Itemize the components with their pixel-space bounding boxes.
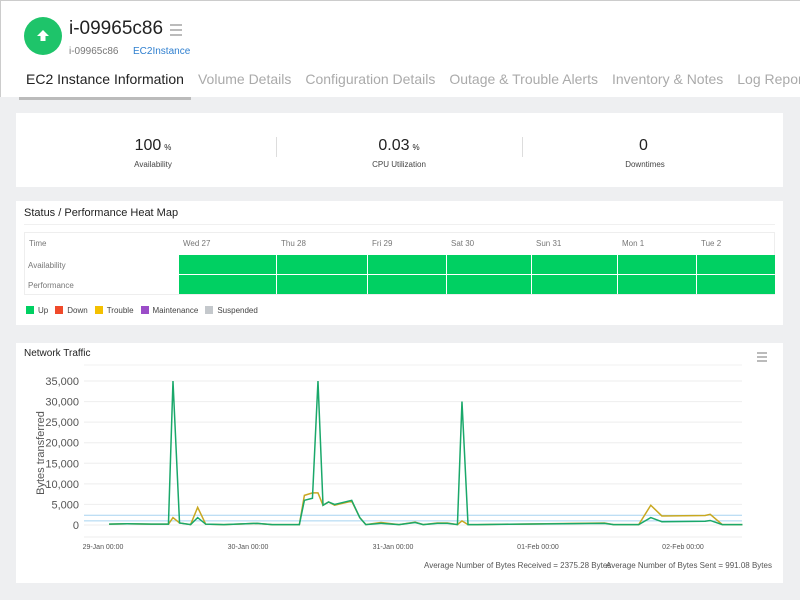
series-line [109,380,743,526]
chart-menu-icon[interactable] [757,352,767,364]
legend-item[interactable]: Down [55,306,88,315]
x-tick-label: 31-Jan 00:00 [373,544,414,551]
stat-value: 100 [134,137,162,154]
y-tick-label: 35,000 [45,376,79,388]
stat-label: CPU Utilization [372,160,426,169]
x-tick-label: 29-Jan 00:00 [83,544,124,551]
heatmap-cell[interactable] [532,255,617,274]
instance-id: i-09965c86 [69,46,119,57]
column-header: Fri 29 [372,239,393,248]
legend-label: Maintenance [152,306,199,315]
y-tick-label: 25,000 [45,417,79,429]
page-title: i-09965c86 [69,18,164,39]
heatmap-cell[interactable] [179,255,276,274]
time-header: Time [29,239,47,248]
legend-label: Down [67,306,88,315]
y-tick-label: 20,000 [45,438,79,450]
y-tick-label: 5,000 [51,499,79,511]
heatmap-grid: Time Availability Performance Wed 27 Thu … [24,232,775,295]
y-tick-label: 15,000 [45,458,79,470]
avg-sent-note: Average Number of Bytes Sent = 991.08 By… [606,561,772,570]
heatmap-cell[interactable] [697,275,775,294]
tab-configuration-details[interactable]: Configuration Details [305,71,436,87]
column-header: Wed 27 [183,239,211,248]
heatmap-cell[interactable] [532,275,617,294]
heatmap-cell[interactable] [277,255,367,274]
tab-inventory-notes[interactable]: Inventory & Notes [611,71,724,87]
stat-value: 0 [639,137,648,154]
heatmap-cell[interactable] [447,255,531,274]
heatmap-cell[interactable] [697,255,775,274]
legend-item[interactable]: Maintenance [140,306,199,315]
x-tick-label: 02-Feb 00:00 [662,544,704,551]
stat-unit: % [412,143,420,152]
chart-title: Network Traffic [24,348,91,359]
divider [276,137,277,157]
heatmap-cell[interactable] [179,275,276,294]
heatmap-legend: Up Down Trouble Maintenance Suspended [26,306,265,315]
avg-received-note: Average Number of Bytes Received = 2375.… [424,561,612,570]
tab-bar: EC2 Instance Information Volume Details … [19,71,800,100]
legend-item[interactable]: Suspended [205,306,258,315]
availability-stat: 100% Availability [53,137,253,169]
legend-label: Trouble [106,306,134,315]
legend-label: Up [38,306,49,315]
heatmap-title: Status / Performance Heat Map [24,207,179,219]
row-label-availability: Availability [28,261,66,270]
stat-value: 0.03 [378,137,410,154]
heatmap-card: Status / Performance Heat Map Time Avail… [16,201,783,325]
column-header: Tue 2 [701,239,722,248]
legend-item[interactable]: Trouble [94,306,134,315]
x-tick-label: 30-Jan 00:00 [228,544,269,551]
legend-swatch [94,306,103,314]
downtimes-stat: 0 Downtimes [545,137,745,169]
heatmap-cell[interactable] [277,275,367,294]
heatmap-cell[interactable] [447,275,531,294]
divider [24,224,775,225]
tab-volume-details[interactable]: Volume Details [197,71,292,87]
legend-swatch [55,306,64,314]
legend-swatch [140,306,149,314]
monitor-header: i-09965c86 i-09965c86 EC2Instance EC2 In… [0,0,800,100]
divider [522,137,523,157]
y-axis-label: Bytes transferred [35,411,47,495]
column-header: Sat 30 [451,239,475,248]
legend-swatch [205,306,214,314]
stat-label: Availability [134,160,172,169]
stat-label: Downtimes [625,160,665,169]
y-tick-label: 10,000 [45,479,79,491]
cpu-utilization-stat: 0.03% CPU Utilization [299,137,499,169]
y-tick-label: 30,000 [45,397,79,409]
stat-unit: % [164,143,172,152]
status-up-badge [24,17,62,55]
instance-type-link[interactable]: EC2Instance [133,46,191,57]
column-header: Sun 31 [536,239,562,248]
heatmap-cell[interactable] [618,275,696,294]
y-tick-label: 0 [73,520,79,532]
hamburger-menu-icon[interactable] [170,24,182,39]
column-header: Mon 1 [622,239,645,248]
heatmap-cell[interactable] [368,255,446,274]
legend-label: Suspended [217,306,258,315]
tab-log-report[interactable]: Log Report [737,71,800,87]
heatmap-cell[interactable] [368,275,446,294]
arrow-up-icon [37,30,49,41]
network-traffic-chart: 0 5,000 10,000 15,000 20,000 25,000 30,000 35,0… [35,364,743,551]
tab-ec2-instance-information[interactable]: EC2 Instance Information [19,71,191,100]
row-label-performance: Performance [28,281,74,290]
heatmap-cell[interactable] [618,255,696,274]
legend-swatch [26,306,34,314]
network-traffic-card: Network Traffic 0 5,000 10,000 15,000 20,000… [16,343,783,583]
x-tick-label: 01-Feb 00:00 [517,544,559,551]
tab-outage-trouble-alerts[interactable]: Outage & Trouble Alerts [449,71,598,87]
column-header: Thu 28 [281,239,306,248]
legend-item[interactable]: Up [26,306,48,315]
scrollbar[interactable] [785,97,800,600]
summary-card: 100% Availability 0.03% CPU Utilization 0 D… [16,113,783,187]
